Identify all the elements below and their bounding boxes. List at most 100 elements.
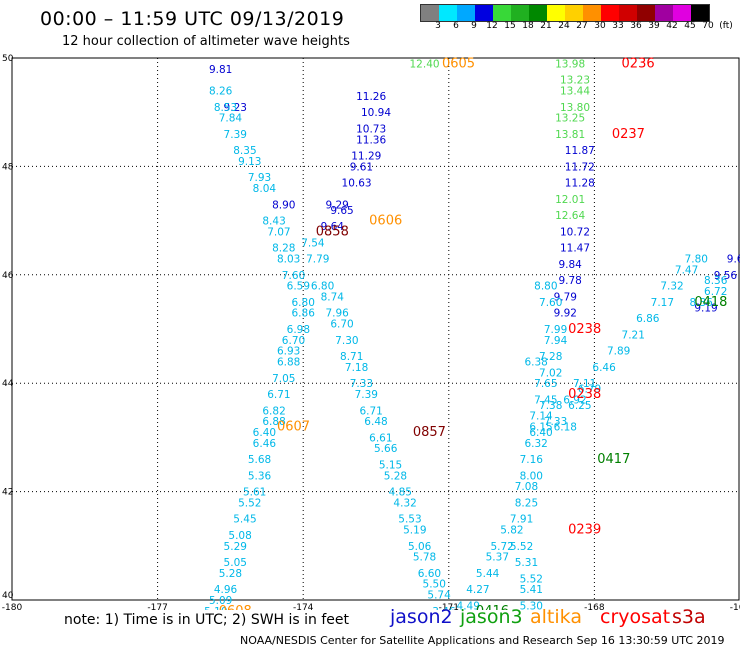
- page-title: 00:00 – 11:59 UTC 09/13/2019: [40, 8, 345, 30]
- data-label: 11.26: [356, 91, 386, 103]
- data-label: 0605: [442, 56, 475, 71]
- data-label: 0239: [568, 523, 601, 538]
- data-label: 9.23: [224, 102, 247, 114]
- y-tick-label: 40: [2, 591, 14, 601]
- data-label: 5.29: [224, 541, 247, 553]
- data-label: 6.18: [554, 422, 577, 434]
- x-tick-label: -168: [584, 603, 605, 610]
- data-label: 8.90: [272, 199, 295, 211]
- data-label: 0608: [219, 604, 252, 610]
- data-label: 6.80: [292, 297, 315, 309]
- data-label: 5.82: [500, 525, 523, 537]
- data-label: 12.40: [410, 58, 440, 70]
- data-label: 5.08: [228, 530, 251, 542]
- data-label: 9.19: [694, 302, 717, 314]
- data-label: 6.98: [287, 324, 310, 336]
- data-label: 7.11: [573, 378, 596, 390]
- legend-jason3: jason3: [460, 606, 523, 628]
- data-label: 6.48: [364, 416, 387, 428]
- y-tick-label: 42: [2, 488, 13, 498]
- color-swatch: [565, 5, 583, 21]
- data-label: 8.03: [277, 254, 300, 266]
- color-tick-label: 27: [576, 21, 588, 31]
- color-tick-label: 3: [435, 21, 441, 31]
- data-label: 8.74: [321, 291, 345, 303]
- color-swatch: [691, 5, 709, 21]
- data-label: 7.96: [325, 308, 349, 320]
- data-label: 5.45: [233, 514, 256, 526]
- data-label: 5.68: [248, 454, 271, 466]
- data-label: 7.54: [301, 237, 325, 249]
- data-label: 8.28: [272, 243, 295, 255]
- data-label: 5.15: [379, 460, 402, 472]
- x-tick-label: -171: [439, 603, 459, 610]
- color-swatch: [583, 5, 601, 21]
- data-label: 7.05: [272, 373, 295, 385]
- color-swatch: [511, 5, 529, 21]
- data-label: 0418: [694, 295, 727, 310]
- data-label: 6.70: [330, 319, 353, 331]
- data-label: 9.56: [714, 270, 738, 282]
- data-label: 5.05: [224, 557, 247, 569]
- footer-credit: NOAA/NESDIS Center for Satellite Applica…: [240, 634, 725, 647]
- data-label: 7.93: [248, 172, 271, 184]
- data-label: 9.84: [558, 259, 582, 271]
- data-label: 5.52: [520, 573, 543, 585]
- data-label: 6.60: [418, 568, 441, 580]
- data-label: 7.14: [529, 411, 553, 423]
- data-label: 5.52: [238, 497, 261, 509]
- data-label: 6.71: [359, 405, 382, 417]
- data-label: 6.80: [311, 281, 334, 293]
- data-label: 12.64: [555, 210, 585, 222]
- color-tick-label: 42: [666, 21, 678, 31]
- data-label: 0606: [369, 214, 402, 229]
- data-label: 5.37: [486, 552, 509, 564]
- data-label: 13.80: [560, 102, 590, 114]
- color-swatch: [439, 5, 457, 21]
- data-label: 7.33: [350, 378, 373, 390]
- color-tick-label: 33: [612, 21, 624, 31]
- data-label: 5.06: [408, 541, 432, 553]
- data-label: 0238: [568, 322, 601, 337]
- data-label: 6.86: [292, 308, 316, 320]
- data-label: 7.47: [675, 264, 698, 276]
- color-tick-label: 45: [684, 21, 696, 31]
- color-swatch: [493, 5, 511, 21]
- data-label: 8.71: [340, 351, 363, 363]
- data-label: 6.86: [636, 313, 660, 325]
- color-tick-label: 9: [471, 21, 477, 31]
- data-label: 12.01: [555, 194, 585, 206]
- y-tick-label: 44: [2, 379, 14, 389]
- data-label: 7.65: [534, 378, 557, 390]
- data-label: 4.49: [457, 600, 480, 610]
- data-label: 0858: [316, 224, 349, 239]
- data-label: 7.45: [534, 394, 557, 406]
- data-label: 9.13: [238, 156, 261, 168]
- color-tick-label: 39: [648, 21, 660, 31]
- color-swatch: [601, 5, 619, 21]
- color-tick-label: 6: [453, 21, 459, 31]
- color-swatch: [637, 5, 655, 21]
- data-label: 7.02: [539, 367, 562, 379]
- data-label: 7.07: [267, 226, 290, 238]
- data-label: 6.70: [282, 335, 305, 347]
- color-swatch: [475, 5, 493, 21]
- data-label: 6.59: [287, 281, 310, 293]
- data-label: 13.98: [555, 58, 585, 70]
- data-label: 7.17: [651, 297, 674, 309]
- data-label: 6.88: [277, 357, 300, 369]
- data-label: 8.36: [704, 275, 728, 287]
- data-label: 7.60: [282, 270, 305, 282]
- data-label: 7.39: [224, 129, 247, 141]
- data-label: 5.41: [520, 584, 543, 596]
- data-label: 7.30: [335, 335, 358, 347]
- page-subtitle: 12 hour collection of altimeter wave hei…: [62, 34, 350, 49]
- data-label: 7.80: [685, 254, 708, 266]
- x-tick-label: -165: [730, 603, 740, 610]
- data-label: 0237: [612, 127, 645, 142]
- color-tick-label: 21: [540, 21, 552, 31]
- data-label: 4.96: [214, 584, 238, 596]
- data-label: 11.28: [565, 178, 595, 190]
- color-swatch: [421, 5, 439, 21]
- data-label: 5.72: [490, 541, 513, 553]
